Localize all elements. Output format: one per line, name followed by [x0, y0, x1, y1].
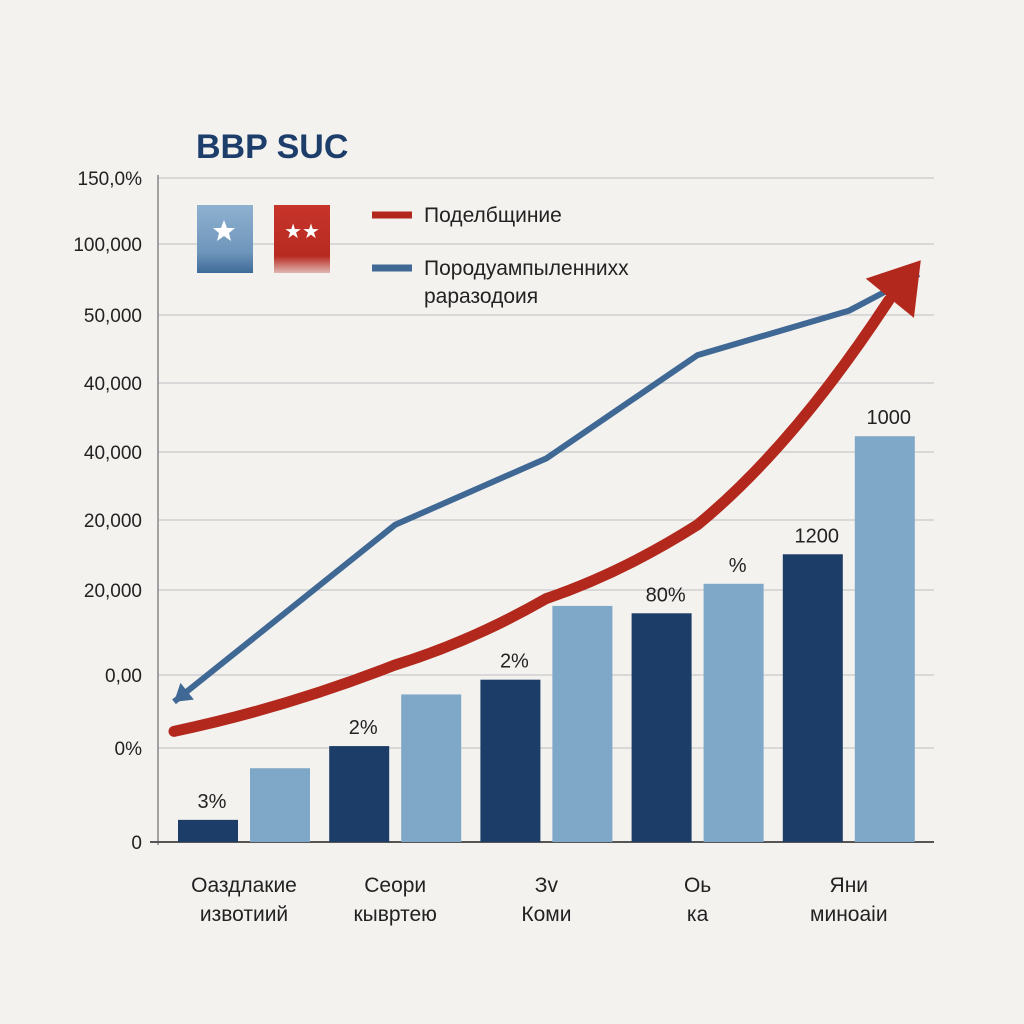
bar	[631, 613, 692, 842]
star-icon	[213, 220, 235, 241]
y-tick-label: 20,000	[84, 511, 142, 532]
data-label: 1000	[867, 407, 912, 429]
category-label: Сеори кывртею	[353, 874, 436, 926]
bar	[782, 554, 843, 842]
category-label: Зv Коми	[521, 874, 571, 926]
legend: ★★ Поделбщиние Породуампыленнихх раразод…	[197, 204, 634, 308]
stars-icon: ★★	[284, 219, 320, 243]
y-tick-label: 150,0%	[78, 169, 143, 190]
trend-lines	[168, 260, 921, 737]
bar	[552, 605, 613, 842]
bar	[178, 819, 238, 842]
category-label: Оаздлакие извотиий	[191, 874, 297, 926]
data-label: 2%	[349, 717, 378, 739]
data-label: 1200	[795, 525, 840, 547]
bar	[480, 679, 541, 842]
data-label: 80%	[646, 584, 686, 606]
y-tick-label: 0,00	[105, 666, 142, 687]
data-label: 2%	[500, 651, 529, 673]
y-tick-label: 40,000	[84, 443, 142, 464]
category-label: Яни миноаіи	[810, 874, 888, 926]
bar	[854, 436, 915, 842]
y-tick-label: 50,000	[84, 306, 142, 327]
red-stars-flag-icon	[274, 205, 330, 273]
data-label: %	[729, 555, 747, 577]
trend-line-blue	[172, 271, 921, 705]
y-axis-ticks: 150,0% 100,000 50,000 40,000 40,000 20,000 20,…	[73, 169, 142, 854]
trend-line-red	[168, 294, 895, 737]
y-tick-label: 40,000	[84, 374, 142, 395]
bar	[401, 694, 462, 842]
bars	[178, 436, 915, 842]
legend-label-blue: Породуампыленнихх раразодоия	[424, 257, 634, 308]
arrow-head-icon	[865, 260, 921, 318]
bar	[703, 583, 764, 842]
category-label: Оь ка	[684, 874, 711, 926]
blue-star-flag-icon	[197, 205, 253, 273]
category-labels: Оаздлакие извотиий Сеори кывртею Зv Коми Оь ка Я…	[191, 874, 887, 926]
y-tick-label: 20,000	[84, 581, 142, 602]
bar	[329, 746, 390, 842]
y-tick-label: 0%	[115, 739, 143, 760]
bar	[250, 768, 310, 842]
chart-title: BBP SUC	[196, 128, 348, 166]
y-tick-label: 100,000	[73, 235, 142, 256]
arrow-head-icon	[174, 682, 194, 702]
data-label: 3%	[198, 791, 227, 813]
legend-label-red: Поделбщиние	[424, 204, 562, 227]
y-tick-label: 0	[131, 833, 142, 854]
bar-labels: 3% 2% 2% 80%% 1200 1000	[198, 407, 912, 813]
